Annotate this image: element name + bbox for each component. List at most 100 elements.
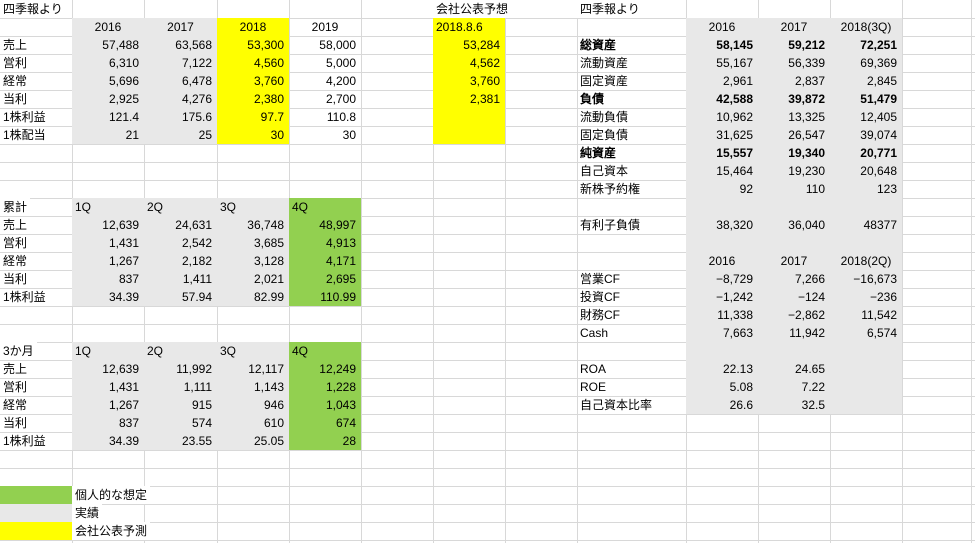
cell-L3[interactable]: 72,251 — [860, 38, 897, 52]
cell-I13[interactable]: 有利子負債 — [580, 218, 641, 232]
cell-I17[interactable]: 投資CF — [580, 290, 620, 304]
cell-B25[interactable]: 34.39 — [108, 434, 139, 448]
cell-J3[interactable]: 58,145 — [716, 38, 753, 52]
cell-E13[interactable]: 48,997 — [319, 218, 356, 232]
cell-K17[interactable]: −124 — [797, 290, 825, 304]
cell-K8[interactable]: 26,547 — [788, 128, 825, 142]
cell-L16[interactable]: −16,673 — [853, 272, 897, 286]
cell-I7[interactable]: 流動負債 — [580, 110, 629, 124]
cell-C13[interactable]: 24,631 — [175, 218, 212, 232]
cell-I22[interactable]: ROE — [580, 380, 607, 394]
cell-B17[interactable]: 34.39 — [108, 290, 139, 304]
cell-J2[interactable]: 2016 — [708, 20, 736, 34]
cell-B12[interactable]: 1Q — [75, 200, 92, 214]
cell-A7[interactable]: 1株利益 — [3, 110, 46, 124]
cell-A25[interactable]: 1株利益 — [3, 434, 46, 448]
cell-D17[interactable]: 82.99 — [253, 290, 284, 304]
legend-swatch-gray[interactable] — [0, 504, 72, 522]
cell-L18[interactable]: 11,542 — [861, 308, 897, 322]
cell-B2[interactable]: 2016 — [94, 20, 122, 34]
cell-A20[interactable]: 3か月 — [0, 342, 37, 360]
cell-E7[interactable]: 110.8 — [326, 110, 356, 124]
cell-I6[interactable]: 負債 — [580, 92, 605, 106]
cell-C8[interactable]: 25 — [198, 128, 212, 142]
cell-J4[interactable]: 55,167 — [716, 56, 753, 70]
cell-B16[interactable]: 837 — [118, 272, 139, 286]
cell-E15[interactable]: 4,171 — [325, 254, 356, 268]
cell-B21[interactable]: 12,639 — [102, 362, 139, 376]
cell-D7[interactable]: 97.7 — [260, 110, 284, 124]
cell-K18[interactable]: −2,862 — [787, 308, 825, 322]
cell-C23[interactable]: 915 — [191, 398, 212, 412]
cell-E20[interactable]: 4Q — [292, 344, 309, 358]
cell-B6[interactable]: 2,925 — [108, 92, 139, 106]
cell-K10[interactable]: 19,230 — [788, 164, 825, 178]
cell-A24[interactable]: 当利 — [3, 416, 28, 430]
cell-E24[interactable]: 674 — [335, 416, 356, 430]
cell-B13[interactable]: 12,639 — [102, 218, 139, 232]
cell-J5[interactable]: 2,961 — [722, 74, 753, 88]
cell-E23[interactable]: 1,043 — [325, 398, 356, 412]
cell-C12[interactable]: 2Q — [147, 200, 164, 214]
cell-E2[interactable]: 2019 — [311, 20, 339, 34]
cell-K15[interactable]: 2017 — [780, 254, 808, 268]
cell-I16[interactable]: 営業CF — [580, 272, 620, 286]
cell-D5[interactable]: 3,760 — [253, 74, 284, 88]
cell-D6[interactable]: 2,380 — [253, 92, 284, 106]
cell-K2[interactable]: 2017 — [780, 20, 808, 34]
cell-L10[interactable]: 20,648 — [860, 164, 897, 178]
cell-A22[interactable]: 営利 — [3, 380, 28, 394]
legend-label-green[interactable]: 個人的な想定 — [72, 486, 151, 504]
cell-C15[interactable]: 2,182 — [181, 254, 212, 268]
cell-C2[interactable]: 2017 — [167, 20, 194, 34]
cell-L19[interactable]: 6,574 — [866, 326, 897, 340]
cell-I4[interactable]: 流動資産 — [580, 56, 629, 70]
cell-L6[interactable]: 51,479 — [860, 92, 897, 106]
cell-J18[interactable]: 11,338 — [717, 308, 753, 322]
cell-J21[interactable]: 22.13 — [722, 362, 753, 376]
cell-E17[interactable]: 110.99 — [320, 290, 356, 304]
cell-B7[interactable]: 121.4 — [108, 110, 139, 124]
cell-L9[interactable]: 20,771 — [860, 146, 897, 160]
cell-K4[interactable]: 56,339 — [788, 56, 825, 70]
cell-J13[interactable]: 38,320 — [716, 218, 753, 232]
cell-L4[interactable]: 69,369 — [860, 56, 897, 70]
cell-E6[interactable]: 2,700 — [325, 92, 356, 106]
cell-J9[interactable]: 15,557 — [716, 146, 753, 160]
cell-J17[interactable]: −1,242 — [715, 290, 753, 304]
cell-J15[interactable]: 2016 — [708, 254, 736, 268]
cell-B15[interactable]: 1,267 — [108, 254, 139, 268]
cell-L11[interactable]: 123 — [876, 182, 897, 196]
cell-D15[interactable]: 3,128 — [253, 254, 284, 268]
cell-A23[interactable]: 経常 — [3, 398, 28, 412]
cell-C25[interactable]: 23.55 — [181, 434, 212, 448]
cell-E14[interactable]: 4,913 — [325, 236, 356, 250]
cell-K22[interactable]: 7.22 — [801, 380, 825, 394]
cell-C5[interactable]: 6,478 — [181, 74, 212, 88]
cell-K9[interactable]: 19,340 — [788, 146, 825, 160]
cell-A14[interactable]: 営利 — [3, 236, 28, 250]
cell-D16[interactable]: 2,021 — [253, 272, 284, 286]
cell-E12[interactable]: 4Q — [292, 200, 309, 214]
cell-K5[interactable]: 2,837 — [794, 74, 825, 88]
cell-L13[interactable]: 48377 — [863, 218, 897, 232]
cell-I10[interactable]: 自己資本 — [580, 164, 629, 178]
cell-D2[interactable]: 2018 — [239, 20, 267, 34]
cell-J10[interactable]: 15,464 — [716, 164, 753, 178]
cell-K13[interactable]: 36,040 — [788, 218, 825, 232]
cell-A12[interactable]: 累計 — [0, 198, 31, 216]
cell-I11[interactable]: 新株予約権 — [580, 182, 641, 196]
cell-E3[interactable]: 58,000 — [319, 38, 356, 52]
cell-E22[interactable]: 1,228 — [325, 380, 356, 394]
cell-D20[interactable]: 3Q — [220, 344, 237, 358]
cell-G6[interactable]: 2,381 — [469, 92, 500, 106]
cell-E8[interactable]: 30 — [342, 128, 356, 142]
cell-K7[interactable]: 13,325 — [788, 110, 825, 124]
cell-B5[interactable]: 5,696 — [108, 74, 139, 88]
cell-G5[interactable]: 3,760 — [469, 74, 500, 88]
cell-E4[interactable]: 5,000 — [325, 56, 356, 70]
cell-I9[interactable]: 純資産 — [580, 146, 617, 160]
cell-D25[interactable]: 25.05 — [253, 434, 284, 448]
cell-I18[interactable]: 財務CF — [580, 308, 620, 322]
cell-D23[interactable]: 946 — [263, 398, 284, 412]
